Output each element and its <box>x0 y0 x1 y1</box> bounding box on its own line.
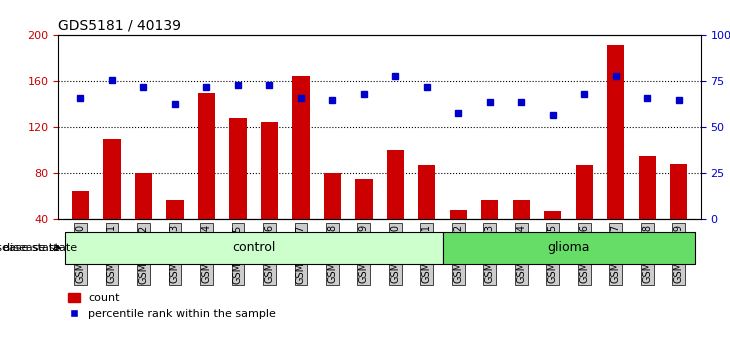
Bar <box>607 45 624 266</box>
Text: glioma: glioma <box>548 241 590 254</box>
Bar <box>198 93 215 266</box>
Bar <box>639 156 656 266</box>
Bar <box>544 211 561 266</box>
Bar <box>387 150 404 266</box>
Bar <box>670 164 688 266</box>
Bar <box>261 122 278 266</box>
Bar <box>418 165 436 266</box>
Text: disease state: disease state <box>4 243 77 253</box>
Bar <box>356 179 372 266</box>
FancyBboxPatch shape <box>65 232 442 264</box>
Bar <box>103 139 120 266</box>
Text: GDS5181 / 40139: GDS5181 / 40139 <box>58 19 181 33</box>
Bar <box>166 200 183 266</box>
Bar <box>72 191 89 266</box>
Legend: count, percentile rank within the sample: count, percentile rank within the sample <box>64 289 281 324</box>
Bar <box>512 200 530 266</box>
Bar <box>323 173 341 266</box>
Bar <box>450 210 467 266</box>
Text: control: control <box>232 241 275 254</box>
Bar <box>135 173 152 266</box>
Bar <box>292 76 310 266</box>
Bar <box>481 200 499 266</box>
Bar <box>576 165 593 266</box>
Text: disease state: disease state <box>0 243 60 253</box>
FancyBboxPatch shape <box>442 232 694 264</box>
Bar <box>229 118 247 266</box>
